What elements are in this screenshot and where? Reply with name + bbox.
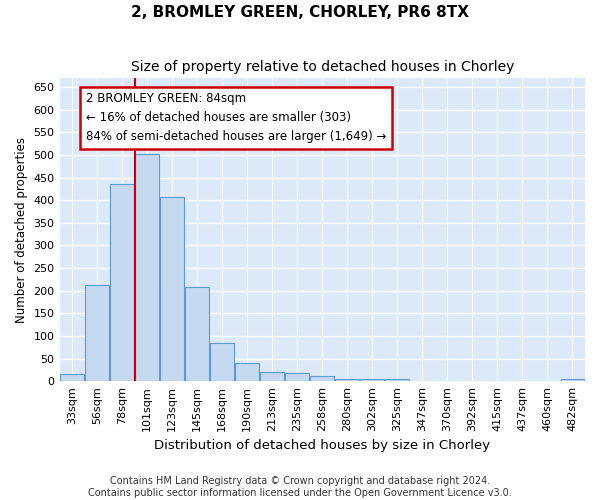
Y-axis label: Number of detached properties: Number of detached properties [15,136,28,322]
Bar [185,288,209,381]
Text: 2, BROMLEY GREEN, CHORLEY, PR6 8TX: 2, BROMLEY GREEN, CHORLEY, PR6 8TX [131,5,469,20]
Text: Contains HM Land Registry data © Crown copyright and database right 2024.
Contai: Contains HM Land Registry data © Crown c… [88,476,512,498]
Title: Size of property relative to detached houses in Chorley: Size of property relative to detached ho… [131,60,514,74]
Bar [260,372,284,381]
Text: 2 BROMLEY GREEN: 84sqm
← 16% of detached houses are smaller (303)
84% of semi-de: 2 BROMLEY GREEN: 84sqm ← 16% of detached… [86,92,386,144]
Bar [160,196,184,381]
X-axis label: Distribution of detached houses by size in Chorley: Distribution of detached houses by size … [154,440,490,452]
Bar [286,374,309,381]
Bar [385,380,409,381]
Bar [235,363,259,381]
Bar [60,374,84,381]
Bar [110,184,134,381]
Bar [335,379,359,381]
Bar [560,379,584,381]
Bar [85,285,109,381]
Bar [135,154,159,381]
Bar [210,342,234,381]
Bar [310,376,334,381]
Bar [361,380,384,381]
